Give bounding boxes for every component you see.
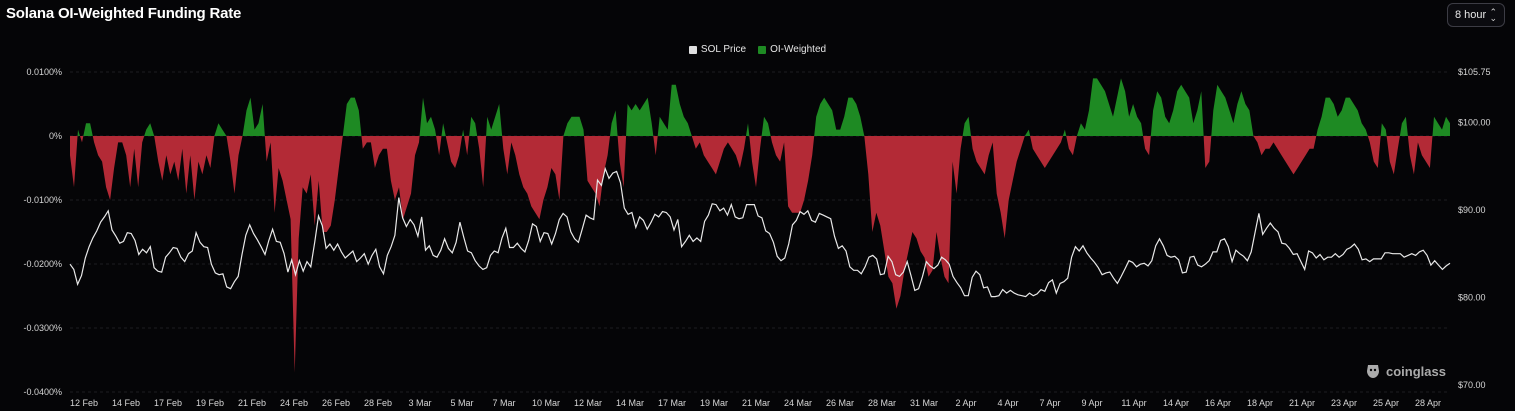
x-tick-label: 5 Mar [450,398,473,408]
updown-chevron-icon: ⌃ ⌄ [1489,7,1497,23]
chart-legend: SOL Price OI-Weighted [0,44,1515,55]
x-tick-label: 26 Feb [322,398,350,408]
coinglass-logo-icon [1367,365,1379,378]
x-tick-label: 2 Apr [955,398,976,408]
x-tick-label: 10 Mar [532,398,560,408]
page-title: Solana OI-Weighted Funding Rate [6,5,242,22]
funding-area-negative [70,136,1450,373]
y-axis-left: 0.0100% 0% -0.0100% -0.0200% -0.0300% -0.0400… [23,67,62,397]
x-tick-label: 24 Feb [280,398,308,408]
x-tick-label: 3 Mar [408,398,431,408]
x-tick-label: 12 Feb [70,398,98,408]
x-tick-label: 21 Apr [1289,398,1315,408]
x-axis: 12 Feb 14 Feb 17 Feb 19 Feb 21 Feb 24 Feb 26 F… [70,398,1441,408]
interval-select-label: 8 hour [1455,9,1487,21]
x-tick-label: 12 Mar [574,398,602,408]
x-tick-label: 26 Mar [826,398,854,408]
x-tick-label: 21 Mar [742,398,770,408]
x-tick-label: 14 Mar [616,398,644,408]
watermark-text: coinglass [1386,363,1446,379]
x-tick-label: 18 Apr [1247,398,1273,408]
y-right-tick-label: $80.00 [1458,292,1486,302]
x-tick-label: 19 Feb [196,398,224,408]
y-left-tick-label: 0.0100% [26,67,62,77]
y-left-tick-label: -0.0100% [23,195,62,205]
x-tick-label: 24 Mar [784,398,812,408]
legend-label-sol-price: SOL Price [700,44,747,55]
legend-item-sol-price[interactable]: SOL Price [688,44,747,55]
x-tick-label: 14 Feb [112,398,140,408]
x-tick-label: 28 Feb [364,398,392,408]
y-right-tick-label: $70.00 [1458,380,1486,390]
sol-price-line [69,166,1451,298]
x-tick-label: 4 Apr [997,398,1018,408]
legend-label-oi-weighted: OI-Weighted [770,44,827,55]
y-left-tick-label: -0.0200% [23,259,62,269]
x-tick-label: 19 Mar [700,398,728,408]
x-tick-label: 28 Apr [1415,398,1441,408]
x-tick-label: 28 Mar [868,398,896,408]
y-axis-right: $105.75 $100.00 $90.00 $80.00 $70.00 [1458,67,1491,390]
legend-swatch-oi-weighted [758,45,767,54]
x-tick-label: 7 Mar [492,398,515,408]
y-left-tick-label: -0.0400% [23,387,62,397]
y-right-tick-label: $100.00 [1458,117,1491,127]
legend-item-oi-weighted[interactable]: OI-Weighted [758,44,826,55]
x-tick-label: 31 Mar [910,398,938,408]
legend-swatch-sol-price [688,45,697,54]
x-tick-label: 17 Feb [154,398,182,408]
x-tick-label: 9 Apr [1081,398,1102,408]
y-left-tick-label: 0% [49,131,62,141]
x-tick-label: 23 Apr [1331,398,1357,408]
interval-select[interactable]: 8 hour ⌃ ⌄ [1447,3,1505,27]
x-tick-label: 14 Apr [1163,398,1189,408]
x-tick-label: 16 Apr [1205,398,1231,408]
y-right-tick-label: $90.00 [1458,205,1486,215]
x-tick-label: 11 Apr [1121,398,1146,408]
coinglass-watermark: coinglass [1364,362,1446,380]
funding-area-positive [70,78,1450,136]
y-left-tick-label: -0.0300% [23,323,62,333]
y-right-tick-label: $105.75 [1458,67,1491,77]
x-tick-label: 7 Apr [1039,398,1060,408]
x-tick-label: 25 Apr [1373,398,1399,408]
x-tick-label: 17 Mar [658,398,686,408]
x-tick-label: 21 Feb [238,398,266,408]
